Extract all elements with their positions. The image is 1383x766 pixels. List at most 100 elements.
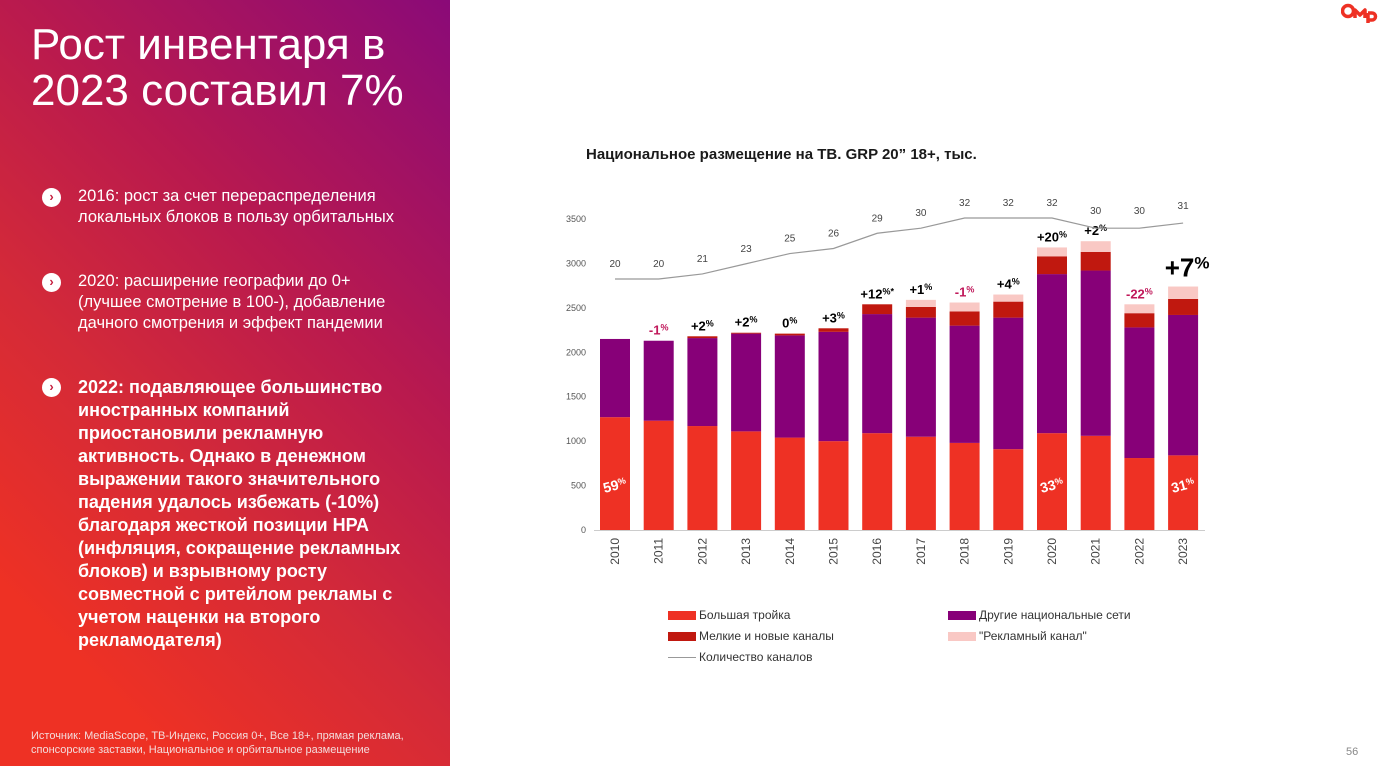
growth-label-2011: -1%: [649, 323, 669, 338]
y-tick-label: 1000: [566, 436, 586, 446]
omd-logo: [1341, 3, 1378, 23]
bar-segment-2021-series-3: [1080, 241, 1111, 252]
bar-segment-2020-series-2: [1037, 256, 1067, 275]
channel-count-label-2018: 32: [959, 198, 971, 209]
growth-label-2018: -1%: [955, 285, 975, 300]
y-tick-label: 1500: [566, 392, 586, 402]
bar-segment-2022-series-1: [1124, 327, 1155, 459]
chevron-right-circle-icon: ›: [42, 273, 61, 292]
growth-label-2023: +7%: [1165, 253, 1210, 283]
bar-segment-2020-series-0: [1037, 433, 1067, 530]
bullet-text: 2016: рост за счет перераспределения лок…: [78, 187, 394, 226]
legend-swatch: [668, 610, 696, 620]
bar-segment-2014-series-1: [774, 335, 805, 438]
bar-segment-2018-series-1: [949, 325, 980, 443]
x-tick-label: 2011: [652, 538, 666, 564]
chevron-right-circle-icon: ›: [42, 378, 61, 397]
bar-segment-2012-series-2: [687, 336, 718, 339]
bar-segment-2010-series-1: [600, 338, 630, 418]
legend-item-big-three: Большая тройка: [668, 608, 790, 622]
bar-segment-2017-series-1: [905, 317, 936, 437]
legend-label: Большая тройка: [699, 608, 791, 622]
channel-count-label-2020: 32: [1046, 198, 1058, 209]
y-tick-label: 2500: [566, 303, 586, 313]
legend-label: "Рекламный канал": [979, 629, 1087, 643]
bar-segment-2014-series-2: [774, 333, 805, 336]
bar-segment-2017-series-2: [905, 306, 936, 318]
legend-swatch: [948, 631, 976, 641]
page-number: 56: [1346, 746, 1359, 758]
x-tick-label: 2016: [870, 538, 884, 565]
bar-segment-2019-series-0: [993, 449, 1024, 530]
growth-label-2022: -22%: [1126, 286, 1153, 301]
bar-segment-2010-series-0: [600, 417, 630, 530]
bar-segment-2012-series-1: [687, 338, 718, 427]
bar-segment-2018-series-3: [949, 302, 980, 312]
growth-label-sup: %: [1194, 254, 1209, 273]
share-label-sup: %: [1185, 475, 1195, 487]
bar-segment-2023-series-3: [1168, 286, 1199, 299]
legend-swatch: [668, 631, 696, 641]
legend-swatch: [948, 610, 976, 620]
legend-item-small-channels: Мелкие и новые каналы: [668, 629, 834, 643]
x-tick-label: 2020: [1045, 538, 1059, 565]
chevron-right-circle-icon: ›: [42, 188, 61, 207]
legend-line: [668, 656, 696, 658]
x-tick-label: 2023: [1176, 538, 1190, 565]
bar-segment-2011-series-0: [643, 420, 674, 530]
bar-segment-2014-series-0: [774, 437, 805, 530]
slide-title: Рост инвентаря в 2023 составил 7%: [31, 22, 404, 114]
x-tick-label: 2021: [1089, 538, 1103, 565]
share-label-sup: %: [617, 475, 627, 487]
y-tick-label: 2000: [566, 347, 586, 357]
legend-label: Количество каналов: [699, 650, 813, 664]
bar-segment-2023-series-2: [1168, 298, 1199, 315]
bar-segment-2019-series-3: [993, 294, 1024, 302]
bar-segment-2021-series-1: [1080, 270, 1111, 436]
x-tick-label: 2019: [1001, 538, 1015, 565]
bar-segment-2017-series-0: [905, 436, 936, 530]
growth-label-2014: 0%: [782, 316, 797, 331]
channel-count-label-2015: 26: [828, 229, 840, 240]
growth-label-2013: +2%: [735, 315, 758, 330]
bar-segment-2015-series-2: [818, 328, 849, 332]
legend-item-channel-count: Количество каналов: [668, 650, 812, 664]
legend-label: Мелкие и новые каналы: [699, 629, 834, 643]
bullet-text: 2020: расширение географии до 0+ (лучшее…: [78, 272, 386, 332]
x-tick-label: 2018: [958, 538, 972, 565]
growth-label-sup: %*: [882, 286, 894, 296]
bar-segment-2016-series-0: [862, 433, 893, 530]
y-tick-label: 3000: [566, 258, 586, 268]
left-panel: Рост инвентаря в 2023 составил 7% › 2016…: [0, 0, 450, 766]
bar-segment-2016-series-1: [862, 314, 893, 434]
share-label-sup: %: [1054, 475, 1064, 487]
channel-count-label-2012: 21: [697, 254, 709, 265]
x-tick-label: 2015: [827, 538, 841, 565]
bar-segment-2013-series-0: [731, 431, 762, 530]
growth-label-sup: %: [966, 285, 974, 295]
bar-segment-2013-series-1: [731, 333, 762, 432]
y-tick-label: 500: [571, 481, 586, 491]
legend-label: Другие национальные сети: [979, 608, 1131, 622]
x-tick-label: 2022: [1132, 538, 1146, 565]
bullet-text: 2022: подавляющее большинство иностранны…: [78, 377, 401, 650]
growth-label-2019: +4%: [997, 277, 1020, 292]
growth-label-2020: +20%: [1037, 229, 1067, 244]
growth-label-sup: %: [789, 316, 797, 326]
bullet-2022: › 2022: подавляющее большинство иностран…: [42, 376, 402, 652]
bar-segment-2021-series-2: [1080, 251, 1111, 271]
growth-label-sup: %: [706, 318, 714, 328]
bar-segment-2023-series-1: [1168, 314, 1199, 456]
channel-count-label-2022: 30: [1134, 206, 1146, 217]
y-tick-label: 3500: [566, 214, 586, 224]
bullet-2020: › 2020: расширение географии до 0+ (лучш…: [42, 271, 402, 334]
channel-count-label-2017: 30: [915, 208, 927, 219]
growth-label-2012: +2%: [691, 318, 714, 333]
bar-segment-2016-series-2: [862, 304, 893, 315]
source-note: Источник: MediaScope, ТВ-Индекс, Россия …: [31, 730, 404, 756]
bar-segment-2022-series-0: [1124, 458, 1155, 530]
x-tick-label: 2012: [695, 538, 709, 565]
channel-count-label-2011: 20: [653, 259, 665, 270]
growth-label-2017: +1%: [909, 282, 932, 297]
bullet-2016: › 2016: рост за счет перераспределения л…: [42, 186, 402, 228]
